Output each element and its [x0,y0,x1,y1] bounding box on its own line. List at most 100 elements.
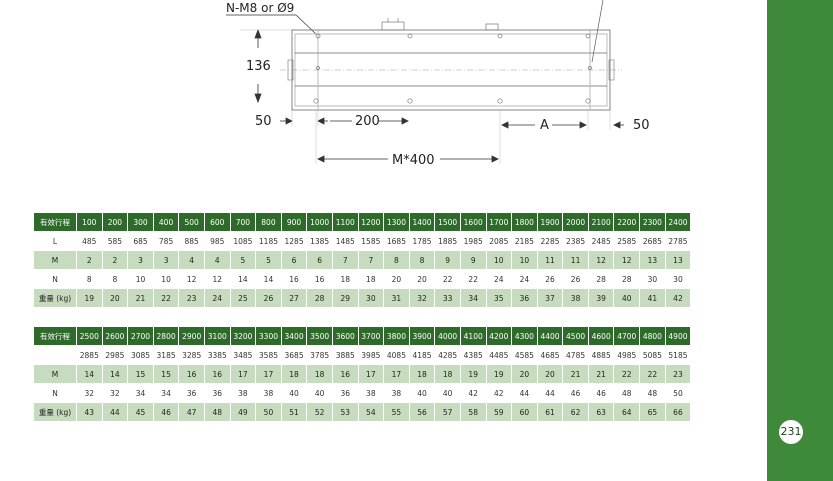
table-cell: 36 [511,288,538,308]
table-cell: 1200 [357,212,385,232]
table-cell: 3985 [357,345,385,365]
table-cell: 22 [459,269,487,289]
left-edge-label: 50 [255,114,272,129]
table-cell: 4385 [459,345,487,365]
holes-bottom-row [313,98,591,104]
table-cell: 64 [613,402,641,422]
table-row: M 2 2 3 3 4 4 5 5 6 6 7 7 8 8 9 9 10 10 11 11 12 12 13 13 [33,250,692,270]
row-label: M [33,250,77,270]
table-row: 2885 2985 3085 3185 3285 3385 3485 3585 3685 3785… [33,345,692,365]
table-cell: 26 [536,269,564,289]
table-cell: 34 [152,383,180,403]
height-label: 136 [246,59,271,74]
table-cell: 29 [331,288,359,308]
table-row: 有效行程 100 200 300 400 500 600 700 800 900 1000 1100 1… [33,212,692,232]
table-cell: 4085 [383,345,410,365]
table-cell: 3685 [280,345,308,365]
table-cell: 500 [178,212,205,232]
table-cell: 4700 [613,326,641,346]
table-cell: 8 [101,269,129,289]
table-cell: 1685 [383,231,410,251]
table-cell: 16 [280,269,308,289]
table-cell: 4 [203,250,231,270]
table-cell: 40 [434,383,461,403]
row-label: 重量 (kg) [33,402,77,422]
table-cell: 36 [331,383,359,403]
table-cell: 21 [562,364,589,384]
table-cell: 20 [101,288,129,308]
table-row: 有效行程 2500 2600 2700 2800 2900 3100 3200 3300 3400… [33,326,692,346]
table-cell: 22 [613,364,641,384]
table-cell: 9 [459,250,487,270]
table-cell: 42 [485,383,513,403]
table-cell: 30 [664,269,692,289]
table-cell: 56 [408,402,436,422]
table-cell: 885 [178,231,205,251]
row-label: N [33,269,77,289]
table-cell: 2 [101,250,129,270]
table-cell: 2900 [178,326,205,346]
table-cell: 3100 [203,326,231,346]
table-cell: 46 [587,383,615,403]
table-cell: 19 [76,288,103,308]
table-cell: 54 [357,402,385,422]
table-cell: 17 [383,364,410,384]
table-cell: 17 [357,364,385,384]
table-cell: 32 [101,383,129,403]
table-cell: 4500 [562,326,589,346]
table-cell: 22 [152,288,180,308]
table-cell: 4785 [562,345,589,365]
table-cell: 4185 [408,345,436,365]
table-cell: 8 [383,250,410,270]
table-cell: 785 [152,231,180,251]
left-edge-arrow [280,110,328,126]
table-cell: 685 [127,231,154,251]
table-cell: 37 [536,288,564,308]
table-cell: 2685 [639,231,666,251]
table-cell: 4400 [536,326,564,346]
table-cell: 4300 [511,326,538,346]
table-cell: 26 [255,288,282,308]
table-cell: 5185 [664,345,692,365]
table-cell: 42 [664,288,692,308]
table-cell: 22 [434,269,461,289]
table-cell: 57 [434,402,461,422]
table-cell: 7 [331,250,359,270]
table-cell: 5 [229,250,257,270]
table-cell: 2085 [485,231,513,251]
height-dimension [240,28,292,104]
table-cell: 4485 [485,345,513,365]
table-cell: 3485 [229,345,257,365]
table-cell: 1985 [459,231,487,251]
table-cell: 2385 [562,231,589,251]
row-label: N [33,383,77,403]
a-label: A [540,118,549,133]
table-cell: 19 [459,364,487,384]
table-cell: 34 [459,288,487,308]
table-cell: 6 [280,250,308,270]
table-cell: 3200 [229,326,257,346]
table-cell: 18 [280,364,308,384]
table-cell: 17 [255,364,282,384]
table-cell: 2000 [562,212,589,232]
table-cell: 485 [76,231,103,251]
table-cell: 1185 [255,231,282,251]
table-cell: 49 [229,402,257,422]
row-label: 重量 (kg) [33,288,77,308]
table-cell: 28 [587,269,615,289]
table-cell: 3800 [383,326,410,346]
table-cell: 14 [76,364,103,384]
row-label: L [33,231,77,251]
table-cell: 52 [306,402,333,422]
table-cell: 1300 [383,212,410,232]
top-bracket-right [485,23,499,31]
table-cell: 18 [408,364,436,384]
table-cell: 10 [511,250,538,270]
table-cell: 24 [485,269,513,289]
table-cell: 4800 [639,326,666,346]
table-cell: 2500 [76,326,103,346]
table-cell: 61 [536,402,564,422]
table-cell: 18 [306,364,333,384]
table-cell: 1400 [408,212,436,232]
holes-top-row [315,33,591,39]
